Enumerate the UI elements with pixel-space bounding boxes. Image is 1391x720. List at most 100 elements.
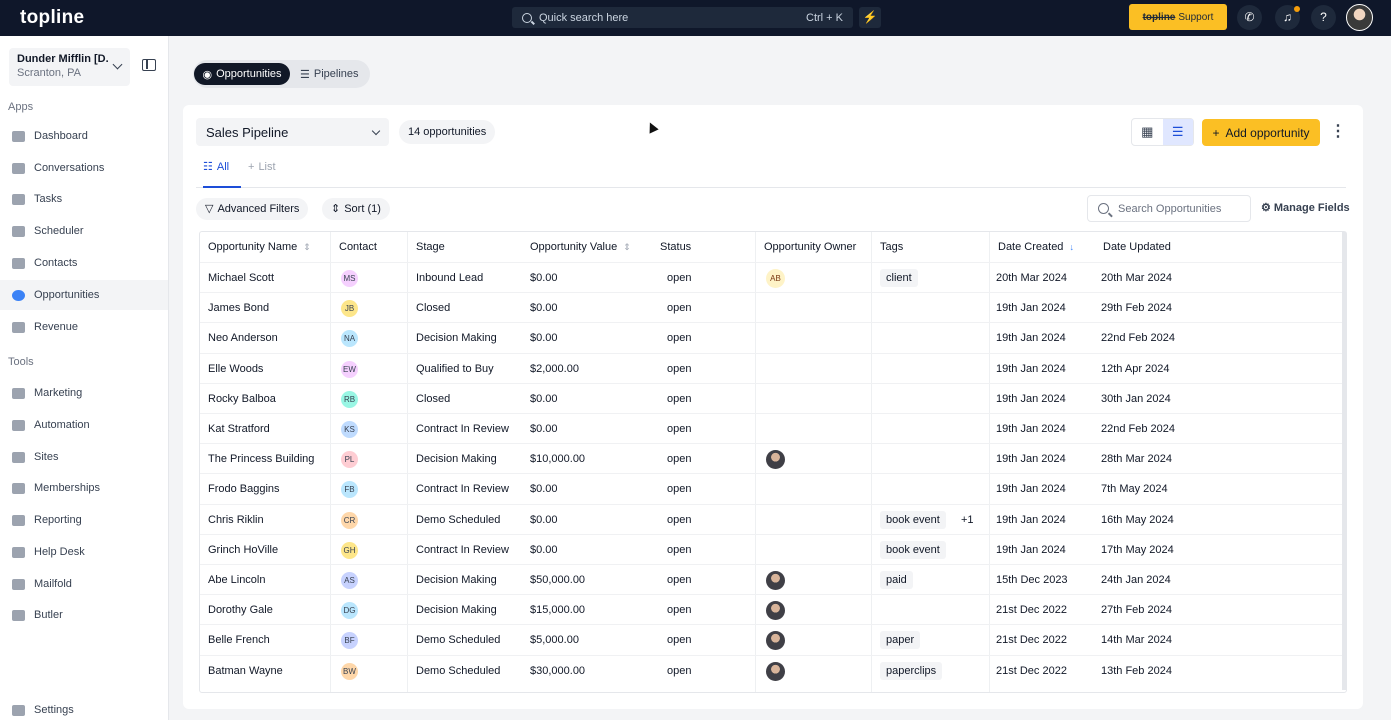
sidebar-item-automation[interactable]: Automation (0, 410, 168, 440)
owner-avatar[interactable] (766, 631, 785, 651)
list-view-icon[interactable]: ☰ (1162, 119, 1193, 145)
contact-avatar[interactable]: NA (341, 330, 358, 348)
header-opportunity-value[interactable]: Opportunity Value ⇕ (522, 232, 631, 262)
header-date-created[interactable]: Date Created ↓ (990, 232, 1074, 262)
opportunity-name-cell[interactable]: Grinch HoVille (208, 543, 279, 556)
quick-search-input[interactable]: Quick search here Ctrl + K (512, 7, 853, 28)
more-options-icon[interactable]: ⋮ (1330, 123, 1346, 140)
table-row[interactable]: Rocky Balboa RB Closed $0.00 open 19th Jan 20… (200, 382, 1343, 413)
opportunity-name-cell[interactable]: Belle French (208, 634, 270, 647)
opportunity-name-cell[interactable]: Frodo Baggins (208, 483, 280, 496)
opportunity-name-cell[interactable]: Neo Anderson (208, 332, 278, 345)
table-row[interactable]: Batman Wayne BW Demo Scheduled $30,000.00 op… (200, 654, 1343, 685)
opportunity-name-cell[interactable]: James Bond (208, 302, 270, 315)
table-row[interactable]: James Bond JB Closed $0.00 open 19th Jan 2024… (200, 292, 1343, 322)
support-button[interactable]: topline Support (1129, 4, 1227, 30)
tab-pipelines[interactable]: ☰ Pipelines (300, 63, 366, 85)
opportunity-name-cell[interactable]: The Princess Building (208, 453, 315, 466)
lightning-icon[interactable]: ⚡ (859, 7, 881, 28)
grid-view-icon[interactable]: ▦ (1141, 124, 1154, 139)
opportunity-name-cell[interactable]: Batman Wayne (208, 664, 283, 677)
table-row[interactable]: The Princess Building PL Decision Making $1… (200, 443, 1343, 473)
header-opportunity-name[interactable]: Opportunity Name ⇕ (200, 232, 311, 262)
contact-avatar[interactable]: MS (341, 270, 358, 287)
sidebar-item-memberships[interactable]: Memberships (0, 473, 168, 503)
sidebar-item-contacts[interactable]: Contacts (0, 248, 168, 278)
app-logo[interactable]: topline (20, 7, 85, 28)
pipeline-select[interactable]: Sales Pipeline (196, 118, 389, 146)
contact-avatar[interactable]: PL (341, 451, 358, 469)
table-row[interactable]: Elle Woods EW Qualified to Buy $2,000.00 ope… (200, 352, 1343, 383)
sidebar-item-mailfold[interactable]: Mailfold (0, 569, 168, 599)
header-status[interactable]: Status (652, 232, 691, 262)
table-row[interactable]: Belle French BF Demo Scheduled $5,000.00 ope… (200, 624, 1343, 654)
owner-avatar[interactable] (766, 571, 785, 590)
contact-avatar[interactable]: RB (341, 390, 358, 408)
sidebar-item-sites[interactable]: Sites (0, 442, 168, 472)
sidebar-item-reporting[interactable]: Reporting (0, 505, 168, 535)
contact-avatar[interactable]: AS (341, 572, 358, 589)
owner-avatar[interactable] (766, 661, 785, 681)
table-row[interactable]: Frodo Baggins FB Contract In Review $0.00 op… (200, 473, 1343, 503)
sidebar-item-butler[interactable]: Butler (0, 600, 168, 630)
contact-avatar[interactable]: BW (341, 662, 358, 680)
sidebar-item-marketing[interactable]: Marketing (0, 378, 168, 408)
table-row[interactable]: Chris Riklin CR Demo Scheduled $0.00 open boo… (200, 503, 1343, 534)
header-date-updated[interactable]: Date Updated (1095, 232, 1171, 262)
contact-avatar[interactable]: BF (341, 632, 358, 650)
phone-icon[interactable]: ✆ (1237, 5, 1262, 30)
opportunity-name-cell[interactable]: Abe Lincoln (208, 574, 266, 586)
sidebar-item-conversations[interactable]: Conversations (0, 153, 168, 183)
manage-fields-button[interactable]: ⚙ Manage Fields (1261, 201, 1350, 214)
contact-avatar[interactable]: DG (341, 602, 358, 620)
user-avatar[interactable] (1346, 4, 1373, 31)
opportunity-name-cell[interactable]: Chris Riklin (208, 513, 264, 526)
table-row[interactable]: Abe Lincoln AS Decision Making $50,000.00 op… (200, 564, 1343, 594)
account-switcher[interactable]: Dunder Mifflin [D... Scranton, PA (9, 48, 130, 86)
sort-button[interactable]: ⇕ Sort (1) (322, 198, 390, 220)
header-stage[interactable]: Stage (408, 232, 445, 262)
tab-label: Opportunities (216, 68, 282, 80)
contact-avatar[interactable]: KS (341, 421, 358, 438)
opportunity-name-cell[interactable]: Rocky Balboa (208, 392, 276, 405)
table-row[interactable]: Grinch HoVille GH Contract In Review $0.00 o… (200, 533, 1343, 564)
contact-avatar[interactable]: FB (341, 481, 358, 499)
subtab-add-list[interactable]: + List (248, 161, 276, 173)
opportunity-search-input[interactable]: Search Opportunities (1087, 195, 1251, 222)
advanced-filters-button[interactable]: ▽ Advanced Filters (196, 198, 309, 220)
quick-search-placeholder: Quick search here (539, 11, 629, 24)
stage-cell: Decision Making (416, 574, 497, 586)
sidebar-item-tasks[interactable]: Tasks (0, 184, 168, 214)
sidebar-item-opportunities[interactable]: Opportunities (0, 280, 168, 310)
contact-avatar[interactable]: CR (341, 511, 358, 529)
sidebar-item-settings[interactable]: Settings (0, 695, 168, 720)
table-row[interactable]: Dorothy Gale DG Decision Making $15,000.00 o… (200, 594, 1343, 624)
add-opportunity-button[interactable]: + Add opportunity (1202, 119, 1320, 146)
opportunity-name-cell[interactable]: Elle Woods (208, 362, 264, 375)
table-row[interactable]: Michael Scott MS Inbound Lead $0.00 open AB cl… (200, 262, 1343, 292)
sidebar-item-scheduler[interactable]: Scheduler (0, 216, 168, 246)
more-tags-count[interactable]: +1 (961, 513, 974, 526)
sidebar-item-dashboard[interactable]: Dashboard (0, 121, 168, 151)
header-contact[interactable]: Contact (331, 232, 377, 262)
opportunity-name-cell[interactable]: Kat Stratford (208, 423, 270, 435)
opportunity-name-cell[interactable]: Dorothy Gale (208, 604, 273, 617)
header-tags[interactable]: Tags (872, 232, 903, 262)
help-icon[interactable]: ? (1311, 5, 1336, 30)
table-row[interactable]: Neo Anderson NA Decision Making $0.00 open 19… (200, 322, 1343, 352)
header-opportunity-owner[interactable]: Opportunity Owner (756, 232, 856, 262)
contact-avatar[interactable]: JB (341, 300, 358, 318)
owner-avatar[interactable] (766, 601, 785, 621)
owner-avatar[interactable] (766, 450, 785, 470)
sidebar-collapse-icon[interactable] (142, 59, 156, 71)
contact-avatar[interactable]: EW (341, 360, 358, 378)
contact-avatar[interactable]: GH (341, 541, 358, 559)
sidebar-item-help-desk[interactable]: Help Desk (0, 537, 168, 567)
owner-avatar[interactable]: AB (766, 269, 785, 288)
tab-opportunities[interactable]: ◉ Opportunities (194, 63, 290, 85)
table-scrollbar[interactable] (1342, 232, 1346, 690)
subtab-all[interactable]: ☷ All (203, 160, 241, 188)
sidebar-item-revenue[interactable]: Revenue (0, 312, 168, 342)
table-row[interactable]: Kat Stratford KS Contract In Review $0.00 op… (200, 413, 1343, 443)
opportunity-name-cell[interactable]: Michael Scott (208, 272, 275, 284)
